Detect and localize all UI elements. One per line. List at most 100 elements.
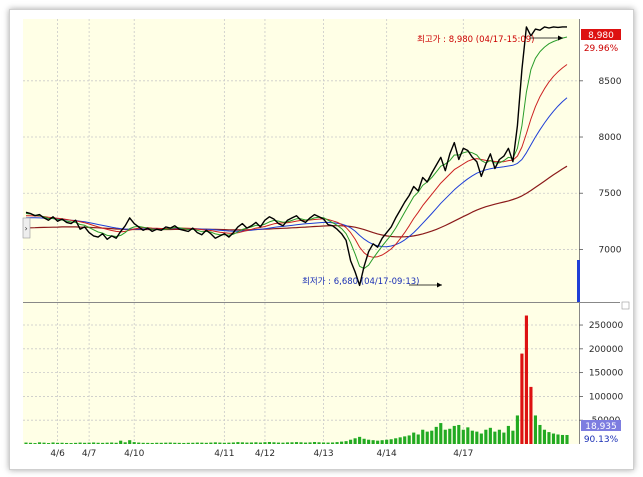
volume-bar <box>263 442 267 444</box>
volume-bar <box>74 442 78 444</box>
volume-bar <box>457 424 461 444</box>
volume-bar <box>294 442 299 444</box>
volume-bar <box>412 432 416 444</box>
price-axis: 7000 7500 8000 8500 <box>579 77 622 255</box>
volume-bar <box>398 437 402 444</box>
volume-bar <box>78 442 82 444</box>
volume-bar <box>371 440 375 444</box>
volume-bar <box>195 442 199 444</box>
volume-bar <box>389 439 393 444</box>
volume-bar <box>213 442 217 444</box>
volume-bar <box>69 443 73 444</box>
volume-bar <box>511 430 515 444</box>
volume-bar <box>308 442 312 444</box>
volume-bar <box>403 436 407 444</box>
volume-bar <box>376 440 380 444</box>
volume-bar <box>520 353 524 444</box>
volume-bar <box>60 442 64 444</box>
volume-bar <box>502 432 506 444</box>
volume-bar <box>83 442 87 444</box>
high-arrowhead <box>558 35 563 41</box>
price-series <box>25 26 568 287</box>
volume-bar <box>515 415 519 444</box>
volume-bar <box>146 442 150 444</box>
volume-bar <box>105 442 109 444</box>
volume-bar <box>290 442 294 444</box>
volume-bar <box>65 442 69 444</box>
time-tick-label: 4/7 <box>82 449 96 459</box>
volume-bar <box>394 438 398 444</box>
volume-bar <box>110 442 114 444</box>
volume-bar <box>434 426 438 444</box>
volume-bar <box>231 442 235 444</box>
volume-bar <box>299 442 303 444</box>
volume-tick-label: 100000 <box>589 392 624 402</box>
volume-tick-label: 150000 <box>589 369 624 379</box>
scroll-indicator[interactable] <box>577 260 580 302</box>
volume-bar <box>87 442 91 444</box>
volume-bar <box>119 440 123 444</box>
volume-bar <box>484 429 488 444</box>
volume-bar <box>222 442 226 444</box>
price-plot-area <box>23 19 579 302</box>
volume-bar <box>128 440 132 444</box>
last-volume-pct: 90.13% <box>584 435 619 445</box>
volume-bar <box>425 431 429 444</box>
volume-bar <box>55 442 60 444</box>
volume-bar <box>551 433 556 444</box>
volume-bar <box>42 442 46 444</box>
last-volume-badge <box>581 420 621 431</box>
volume-bar <box>529 386 533 444</box>
volume-bar <box>524 315 528 444</box>
volume-bar <box>24 442 28 444</box>
volume-bar <box>362 438 366 444</box>
volume-bar <box>281 442 285 444</box>
volume-bar <box>466 427 470 444</box>
volume-bar <box>317 442 321 444</box>
volume-bar <box>506 425 510 444</box>
time-tick-label: 4/6 <box>50 449 65 459</box>
volume-bar <box>114 442 118 444</box>
time-tick-label: 4/13 <box>313 449 333 459</box>
volume-bars <box>24 315 569 444</box>
volume-bar <box>385 439 389 444</box>
time-tick-label: 4/12 <box>255 449 275 459</box>
volume-bar <box>303 442 308 444</box>
grid-lines <box>23 19 579 444</box>
time-tick-label: 4/14 <box>377 449 397 459</box>
volume-bar <box>96 442 100 444</box>
volume-bar <box>542 429 547 444</box>
volume-bar <box>200 442 204 444</box>
moving-average-line <box>25 97 568 248</box>
chevron-right-icon[interactable]: › <box>25 224 28 233</box>
volume-bar <box>560 434 565 444</box>
volume-bar <box>340 441 344 444</box>
volume-bar <box>479 433 483 444</box>
volume-bar <box>430 430 434 444</box>
volume-bar <box>240 442 244 444</box>
collapse-handle[interactable] <box>22 217 31 239</box>
volume-bar <box>33 443 37 444</box>
volume-bar <box>168 442 172 444</box>
time-axis: 4/6 4/7 4/10 4/11 4/12 4/13 4/14 4/17 <box>50 449 473 459</box>
price-tick-label: 7500 <box>599 189 622 199</box>
volume-bar <box>204 442 208 444</box>
volume-bar <box>285 442 290 444</box>
volume-bar <box>331 442 335 444</box>
volume-bar <box>448 428 452 444</box>
volume-bar <box>344 441 348 444</box>
volume-bar <box>218 442 222 444</box>
volume-bar <box>488 427 492 444</box>
volume-bar <box>249 442 253 444</box>
time-tick-label: 4/10 <box>124 449 144 459</box>
volume-bar <box>123 442 127 444</box>
last-volume-label: 18,935 <box>585 422 617 432</box>
volume-bar <box>439 423 443 444</box>
volume-bar <box>533 415 538 444</box>
volume-bar <box>421 429 425 444</box>
volume-bar <box>164 442 168 444</box>
price-tick-label: 7000 <box>599 245 622 255</box>
moving-average-line <box>26 64 568 258</box>
panel-toggle-icon[interactable] <box>621 301 630 310</box>
